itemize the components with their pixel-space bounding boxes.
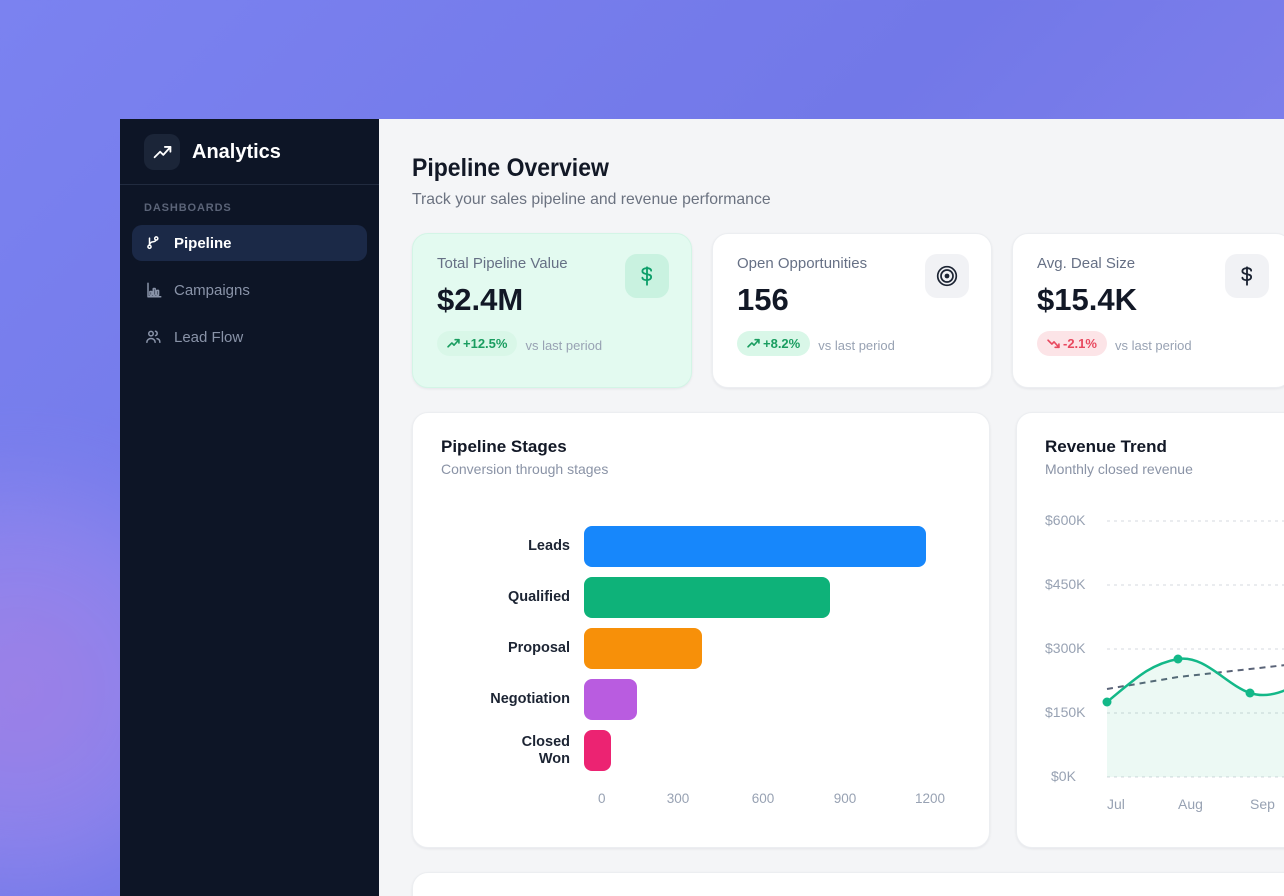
svg-text:$0K: $0K: [1051, 768, 1077, 784]
svg-text:$600K: $600K: [1045, 512, 1086, 528]
svg-text:Aug: Aug: [1178, 796, 1203, 812]
svg-text:$450K: $450K: [1045, 576, 1086, 592]
svg-text:$150K: $150K: [1045, 704, 1086, 720]
svg-text:Sep: Sep: [1250, 796, 1275, 812]
svg-text:$300K: $300K: [1045, 640, 1086, 656]
svg-text:Jul: Jul: [1107, 796, 1125, 812]
